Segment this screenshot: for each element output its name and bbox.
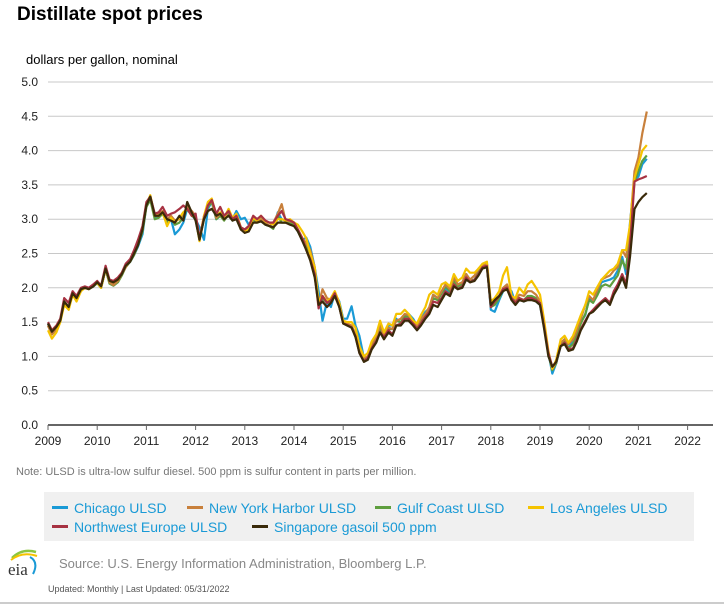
svg-text:eia: eia <box>8 560 28 578</box>
y-tick-label: 0.0 <box>21 418 38 432</box>
y-tick-label: 1.0 <box>21 349 38 363</box>
y-tick-label: 2.0 <box>21 281 38 295</box>
legend-label: Chicago ULSD <box>74 500 167 516</box>
y-tick-label: 0.5 <box>21 384 38 398</box>
series-line-gulf-coast-ulsd <box>46 154 648 372</box>
series-line-singapore-gasoil-500-ppm <box>47 192 648 368</box>
series-line-northwest-europe-ulsd <box>47 174 648 368</box>
series-line-los-angeles-ulsd <box>47 144 648 370</box>
x-tick-label: 2016 <box>379 434 406 448</box>
x-tick-label: 2011 <box>133 434 159 448</box>
y-tick-label: 3.5 <box>21 178 38 192</box>
y-tick-label: 4.0 <box>21 144 38 158</box>
y-tick-label: 3.0 <box>21 212 38 226</box>
gridlines <box>48 81 713 392</box>
legend-swatch <box>375 505 391 509</box>
x-tick-label: 2015 <box>330 434 357 448</box>
x-tick-label: 2012 <box>182 434 209 448</box>
legend-label: New York Harbor ULSD <box>209 500 357 516</box>
chart-title: Distillate spot prices <box>17 4 203 25</box>
legend-label: Northwest Europe ULSD <box>74 519 228 535</box>
x-tick-label: 2021 <box>625 434 652 448</box>
x-tick-label: 2014 <box>281 434 308 448</box>
y-axis-ticks: 0.0 0.5 1.0 1.5 2.0 2.5 3.0 3.5 4.0 4.5 5.0 <box>21 75 38 432</box>
legend-swatch <box>52 505 68 509</box>
x-tick-label: 2022 <box>674 434 701 448</box>
x-tick-label: 2010 <box>84 434 111 448</box>
legend-label: Los Angeles ULSD <box>550 500 668 516</box>
legend-swatch <box>187 505 203 509</box>
legend-swatch <box>252 524 268 528</box>
eia-logo-icon: eia <box>8 549 38 578</box>
source-text: Source: U.S. Energy Information Administ… <box>59 556 427 571</box>
legend-item-los-angeles-ulsd[interactable]: Los Angeles ULSD <box>528 500 668 516</box>
legend-swatch <box>52 524 68 528</box>
series-lines <box>46 111 648 375</box>
y-tick-label: 1.5 <box>21 315 38 329</box>
legend-item-northwest-europe-ulsd[interactable]: Northwest Europe ULSD <box>52 519 227 535</box>
legend-item-gulf-coast-ulsd[interactable]: Gulf Coast ULSD <box>375 500 504 516</box>
divider <box>0 602 724 604</box>
legend-item-chicago-ulsd[interactable]: Chicago ULSD <box>52 500 167 516</box>
series-line-chicago-ulsd <box>46 158 648 375</box>
updated-text: Updated: Monthly | Last Updated: 05/31/2… <box>48 584 230 594</box>
x-tick-label: 2019 <box>527 434 554 448</box>
x-axis: 2009 2010 2011 2012 2013 2014 2015 2016 2017 2018… <box>35 424 713 448</box>
x-tick-label: 2013 <box>231 434 258 448</box>
y-tick-label: 2.5 <box>21 247 38 261</box>
y-tick-label: 4.5 <box>21 109 38 123</box>
x-tick-label: 2018 <box>477 434 504 448</box>
chart-note: Note: ULSD is ultra-low sulfur diesel. 5… <box>16 466 417 478</box>
x-tick-label: 2020 <box>576 434 603 448</box>
legend-label: Gulf Coast ULSD <box>397 500 505 516</box>
y-axis-label: dollars per gallon, nominal <box>26 52 178 67</box>
y-tick-label: 5.0 <box>21 75 38 89</box>
x-tick-label: 2009 <box>35 434 62 448</box>
legend-label: Singapore gasoil 500 ppm <box>274 519 437 535</box>
x-tick-label: 2017 <box>428 434 455 448</box>
legend: Chicago ULSD New York Harbor ULSD Gulf C… <box>44 492 694 541</box>
legend-item-new-york-harbor-ulsd[interactable]: New York Harbor ULSD <box>187 500 356 516</box>
legend-swatch <box>528 505 544 509</box>
line-chart: 0.00.51.01.52.02.53.03.54.04.55.0 2009 20… <box>21 75 713 448</box>
legend-item-singapore-gasoil[interactable]: Singapore gasoil 500 ppm <box>252 519 437 535</box>
